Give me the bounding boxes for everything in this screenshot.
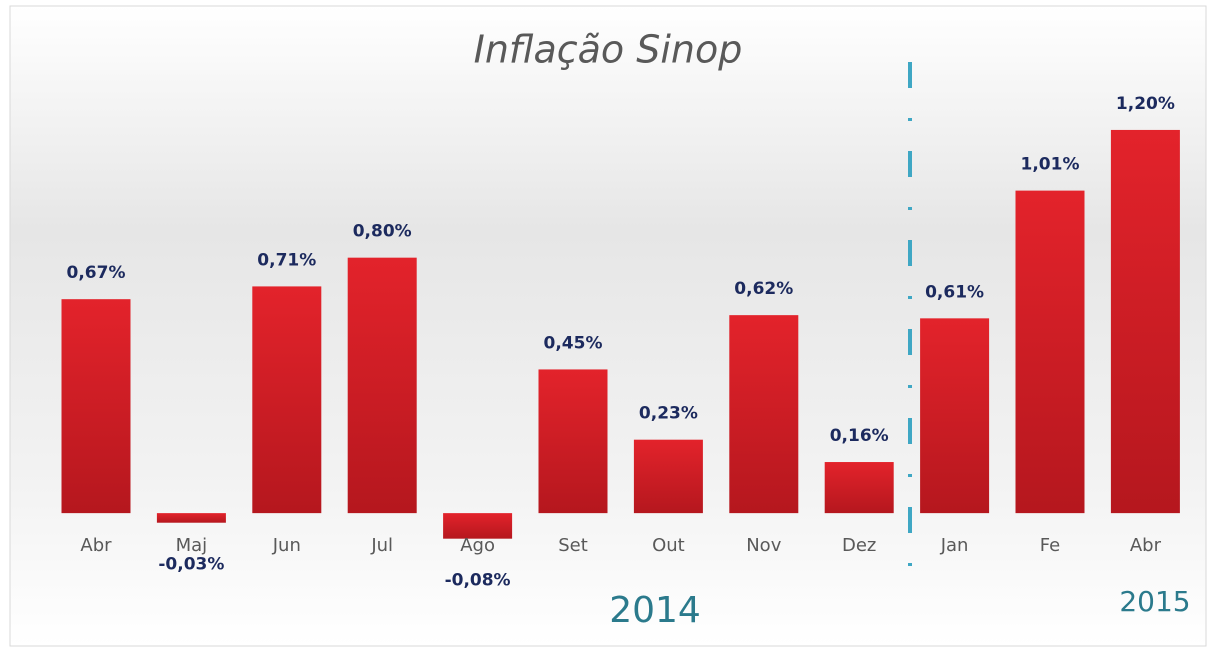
bar <box>920 318 990 514</box>
bar <box>729 315 799 514</box>
year-annotation: 2015 <box>1119 585 1190 618</box>
x-tick-label: Jun <box>272 535 301 556</box>
bar <box>156 513 226 523</box>
value-label: 0,45% <box>544 333 603 353</box>
x-tick-label: Ago <box>460 535 495 556</box>
x-tick-label: Maj <box>176 535 208 556</box>
x-tick-label: Abr <box>1130 535 1162 556</box>
value-label: 0,67% <box>67 263 126 283</box>
value-label: 1,20% <box>1116 94 1175 114</box>
bar <box>633 439 703 514</box>
x-tick-label: Abr <box>80 535 112 556</box>
value-label: 1,01% <box>1021 155 1080 175</box>
bar <box>443 513 513 539</box>
value-label: 0,23% <box>639 404 698 424</box>
x-tick-label: Fe <box>1040 535 1060 556</box>
chart-title: Inflação Sinop <box>474 28 743 72</box>
bar <box>1015 190 1085 514</box>
bar <box>252 286 322 514</box>
x-tick-label: Set <box>558 535 588 556</box>
value-label: -0,08% <box>445 571 511 591</box>
year-annotation: 2014 <box>609 590 701 631</box>
value-label: 0,16% <box>830 426 889 446</box>
bar <box>1110 129 1180 514</box>
value-label: -0,03% <box>158 555 224 575</box>
x-tick-label: Jan <box>940 535 969 556</box>
bar <box>824 462 894 514</box>
x-tick-label: Dez <box>842 535 876 556</box>
bar <box>61 299 131 514</box>
x-tick-label: Nov <box>746 535 781 556</box>
value-label: 0,80% <box>353 222 412 242</box>
chart-frame <box>9 5 1207 647</box>
value-label: 0,71% <box>257 250 316 270</box>
value-label: 0,62% <box>734 279 793 299</box>
x-tick-label: Out <box>652 535 685 556</box>
bar <box>347 257 417 514</box>
value-label: 0,61% <box>925 282 984 302</box>
bar <box>538 369 608 514</box>
x-tick-label: Jul <box>370 535 393 556</box>
